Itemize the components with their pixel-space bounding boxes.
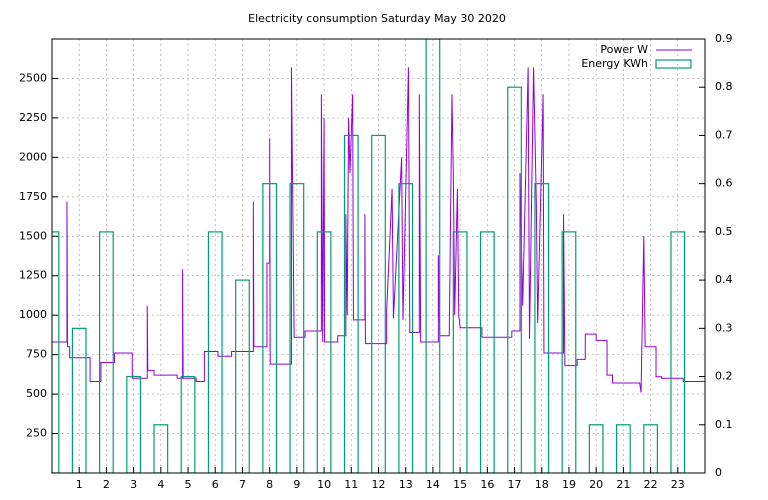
x-tick-label: 2 [103, 478, 110, 491]
x-tick-label: 16 [480, 478, 494, 491]
x-tick-label: 22 [644, 478, 658, 491]
y2-tick-label: 0.8 [715, 80, 733, 93]
y-tick-label: 1500 [19, 229, 47, 242]
energy-bar [425, 39, 441, 473]
energy-bar [398, 183, 414, 473]
energy-bar [289, 183, 305, 473]
y-tick-label: 500 [26, 387, 47, 400]
legend-label: Power W [600, 43, 648, 56]
y2-tick-label: 0.5 [715, 225, 733, 238]
x-tick-label: 3 [130, 478, 137, 491]
x-tick-label: 14 [426, 478, 440, 491]
y-tick-label: 2250 [19, 111, 47, 124]
x-tick-label: 12 [372, 478, 386, 491]
x-tick-label: 9 [293, 478, 300, 491]
x-tick-label: 8 [266, 478, 273, 491]
y-tick-label: 1000 [19, 308, 47, 321]
energy-bar [262, 183, 278, 473]
x-tick-label: 20 [589, 478, 603, 491]
x-tick-label: 11 [344, 478, 358, 491]
y2-tick-label: 0.4 [715, 273, 733, 286]
y2-tick-label: 0 [715, 466, 722, 479]
y2-tick-label: 0.3 [715, 321, 733, 334]
energy-bar [316, 231, 332, 473]
plot-frame [51, 38, 706, 474]
x-tick-label: 19 [562, 478, 576, 491]
chart-title: Electricity consumption Saturday May 30 … [248, 12, 506, 25]
y-tick-label: 250 [26, 427, 47, 440]
energy-bar [71, 327, 87, 473]
legend-swatch [655, 59, 692, 69]
x-tick-label: 7 [239, 478, 246, 491]
y2-tick-label: 0.7 [715, 128, 733, 141]
energy-bar [670, 231, 686, 473]
power-line [52, 67, 705, 393]
energy-bar [452, 231, 468, 473]
y-tick-label: 2000 [19, 150, 47, 163]
y-tick-label: 750 [26, 348, 47, 361]
y2-tick-label: 0.9 [715, 32, 733, 45]
x-tick-label: 1 [76, 478, 83, 491]
x-tick-label: 23 [671, 478, 685, 491]
y2-tick-label: 0.6 [715, 177, 733, 190]
x-tick-label: 6 [212, 478, 219, 491]
y2-tick-label: 0.2 [715, 370, 733, 383]
x-tick-label: 5 [185, 478, 192, 491]
energy-bar [235, 279, 250, 473]
x-tick-label: 10 [317, 478, 331, 491]
x-tick-label: 18 [535, 478, 549, 491]
energy-bar [561, 231, 577, 473]
x-tick-label: 21 [616, 478, 630, 491]
x-tick-label: 15 [453, 478, 467, 491]
energy-bar [207, 231, 223, 473]
x-tick-label: 4 [157, 478, 164, 491]
y2-tick-label: 0.1 [715, 418, 733, 431]
y-tick-label: 1250 [19, 269, 47, 282]
y-tick-label: 1750 [19, 190, 47, 203]
energy-bar [479, 231, 495, 473]
legend-label: Energy KWh [581, 57, 648, 70]
plot-area [52, 39, 705, 473]
energy-bar [99, 231, 114, 473]
y-tick-label: 2500 [19, 71, 47, 84]
x-tick-label: 17 [508, 478, 522, 491]
x-tick-label: 13 [399, 478, 413, 491]
energy-bar [534, 183, 550, 473]
